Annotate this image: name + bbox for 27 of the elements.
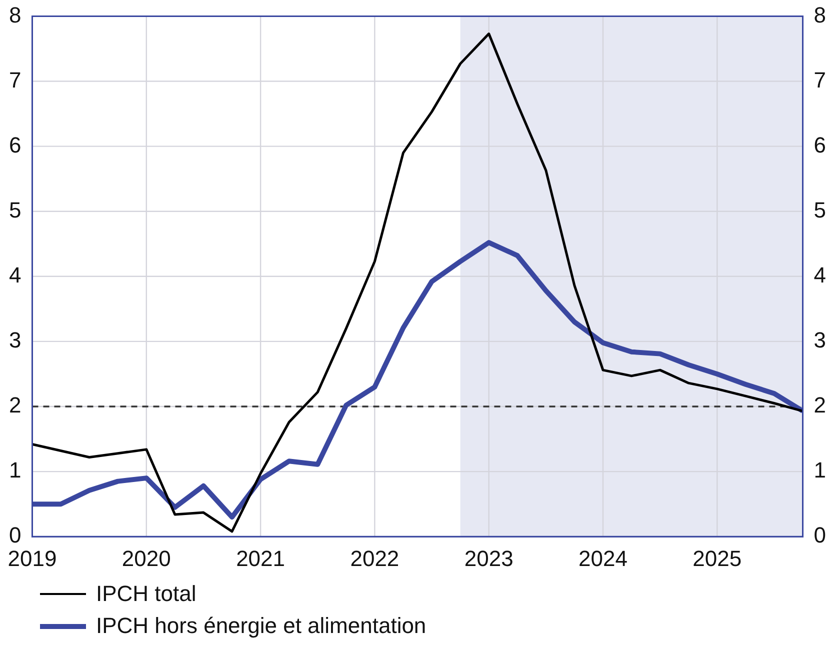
x-tick-label: 2024 bbox=[578, 546, 628, 571]
x-tick-label: 2020 bbox=[122, 546, 171, 571]
y2-tick-label: 3 bbox=[814, 328, 826, 353]
y2-tick-label: 0 bbox=[814, 522, 826, 548]
x-tick-label: 2022 bbox=[350, 546, 400, 571]
y-tick-label: 0 bbox=[8, 522, 22, 548]
y2-tick-label: 5 bbox=[814, 197, 826, 222]
legend-label: IPCH total bbox=[96, 581, 196, 607]
x-tick-label: 2023 bbox=[464, 546, 514, 571]
y-tick-label: 5 bbox=[8, 197, 22, 222]
y-tick-label: 7 bbox=[8, 67, 22, 92]
legend-label: IPCH hors énergie et alimentation bbox=[96, 613, 426, 639]
y2-tick-label: 4 bbox=[814, 262, 826, 288]
y-tick-label: 6 bbox=[8, 132, 22, 158]
x-tick-label: 2019 bbox=[8, 546, 57, 571]
y2-tick-label: 7 bbox=[814, 67, 826, 92]
x-tick-label: 2021 bbox=[236, 546, 286, 571]
y2-tick-label: 8 bbox=[814, 2, 826, 28]
y-tick-label: 3 bbox=[8, 328, 22, 353]
y2-tick-label: 6 bbox=[814, 132, 826, 158]
y-tick-label: 8 bbox=[8, 2, 22, 28]
y2-tick-label: 2 bbox=[814, 392, 826, 418]
y2-tick-label: 1 bbox=[814, 458, 826, 483]
y-tick-label: 2 bbox=[8, 392, 22, 418]
y-tick-label: 4 bbox=[8, 262, 22, 288]
y-tick-label: 1 bbox=[8, 458, 22, 483]
x-tick-label: 2025 bbox=[692, 546, 742, 571]
